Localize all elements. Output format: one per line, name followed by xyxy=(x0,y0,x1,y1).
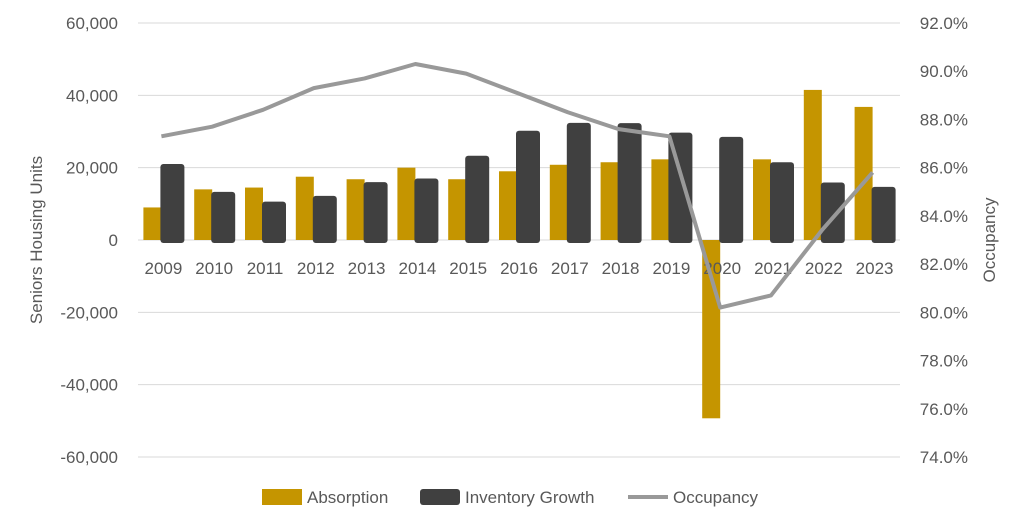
bar-absorption xyxy=(143,207,162,240)
x-tick-label: 2021 xyxy=(754,259,792,278)
bar-inventory-growth xyxy=(770,162,794,243)
x-tick-label: 2017 xyxy=(551,259,589,278)
bar-absorption xyxy=(194,189,213,240)
y2-axis-title: Occupancy xyxy=(980,197,999,283)
bar-inventory-growth xyxy=(312,195,337,243)
y-tick-label: -40,000 xyxy=(60,376,118,395)
line-occupancy xyxy=(161,61,875,310)
bar-absorption xyxy=(549,164,568,240)
bar-absorption xyxy=(448,179,467,240)
legend-swatch-absorption xyxy=(262,489,302,505)
bar-absorption xyxy=(803,89,822,241)
bar-inventory-growth xyxy=(160,164,185,243)
y-axis-title: Seniors Housing Units xyxy=(27,156,46,324)
y2-tick-label: 76.0% xyxy=(920,400,968,419)
y2-tick-label: 80.0% xyxy=(920,303,968,322)
x-tick-label: 2023 xyxy=(856,259,894,278)
bar-absorption xyxy=(295,176,314,240)
bar-inventory-growth xyxy=(516,130,540,243)
bar-absorption xyxy=(702,240,721,419)
legend-label: Absorption xyxy=(307,488,388,507)
bar-absorption xyxy=(600,162,619,240)
bar-absorption xyxy=(499,171,517,240)
y-tick-label: -20,000 xyxy=(60,303,118,322)
bar-absorption xyxy=(397,167,416,240)
legend-label: Inventory Growth xyxy=(465,488,594,507)
bar-absorption xyxy=(753,159,771,240)
x-tick-label: 2019 xyxy=(652,259,690,278)
bar-inventory-growth xyxy=(262,201,286,243)
x-tick-label: 2010 xyxy=(195,259,233,278)
bar-inventory-growth xyxy=(414,178,439,243)
bar-inventory-growth xyxy=(820,182,845,243)
y-tick-label: -60,000 xyxy=(60,448,118,467)
x-tick-label: 2016 xyxy=(500,259,538,278)
x-tick-label: 2018 xyxy=(602,259,640,278)
bar-inventory-growth xyxy=(211,191,236,243)
bar-inventory-growth xyxy=(465,155,490,243)
x-tick-label: 2013 xyxy=(348,259,386,278)
x-tick-label: 2012 xyxy=(297,259,335,278)
x-tick-label: 2022 xyxy=(805,259,843,278)
y-tick-label: 60,000 xyxy=(66,14,118,33)
bar-inventory-growth xyxy=(363,182,388,243)
x-tick-label: 2020 xyxy=(703,259,741,278)
x-tick-label: 2009 xyxy=(144,259,182,278)
x-tick-label: 2011 xyxy=(247,259,284,278)
bar-absorption xyxy=(346,179,365,240)
bar-absorption xyxy=(651,159,670,240)
y-tick-label: 20,000 xyxy=(66,159,118,178)
bar-inventory-growth xyxy=(617,123,642,243)
x-tick-label: 2014 xyxy=(398,259,436,278)
y2-tick-label: 86.0% xyxy=(920,159,968,178)
y2-tick-label: 84.0% xyxy=(920,207,968,226)
bar-absorption xyxy=(245,187,263,240)
bar-inventory-growth xyxy=(719,136,744,243)
bar-absorption xyxy=(854,106,873,240)
x-tick-label: 2015 xyxy=(449,259,487,278)
y2-tick-label: 88.0% xyxy=(920,110,968,129)
y2-tick-label: 74.0% xyxy=(920,448,968,467)
bar-inventory-growth xyxy=(566,122,591,243)
y2-tick-label: 90.0% xyxy=(920,62,968,81)
y-tick-label: 40,000 xyxy=(66,86,118,105)
legend-swatch-inventory-growth xyxy=(420,489,460,505)
y-tick-label: 0 xyxy=(109,231,118,250)
legend-label: Occupancy xyxy=(673,488,759,507)
y2-tick-label: 78.0% xyxy=(920,352,968,371)
y2-tick-label: 82.0% xyxy=(920,255,968,274)
y2-tick-label: 92.0% xyxy=(920,14,968,33)
bar-inventory-growth xyxy=(871,186,896,243)
